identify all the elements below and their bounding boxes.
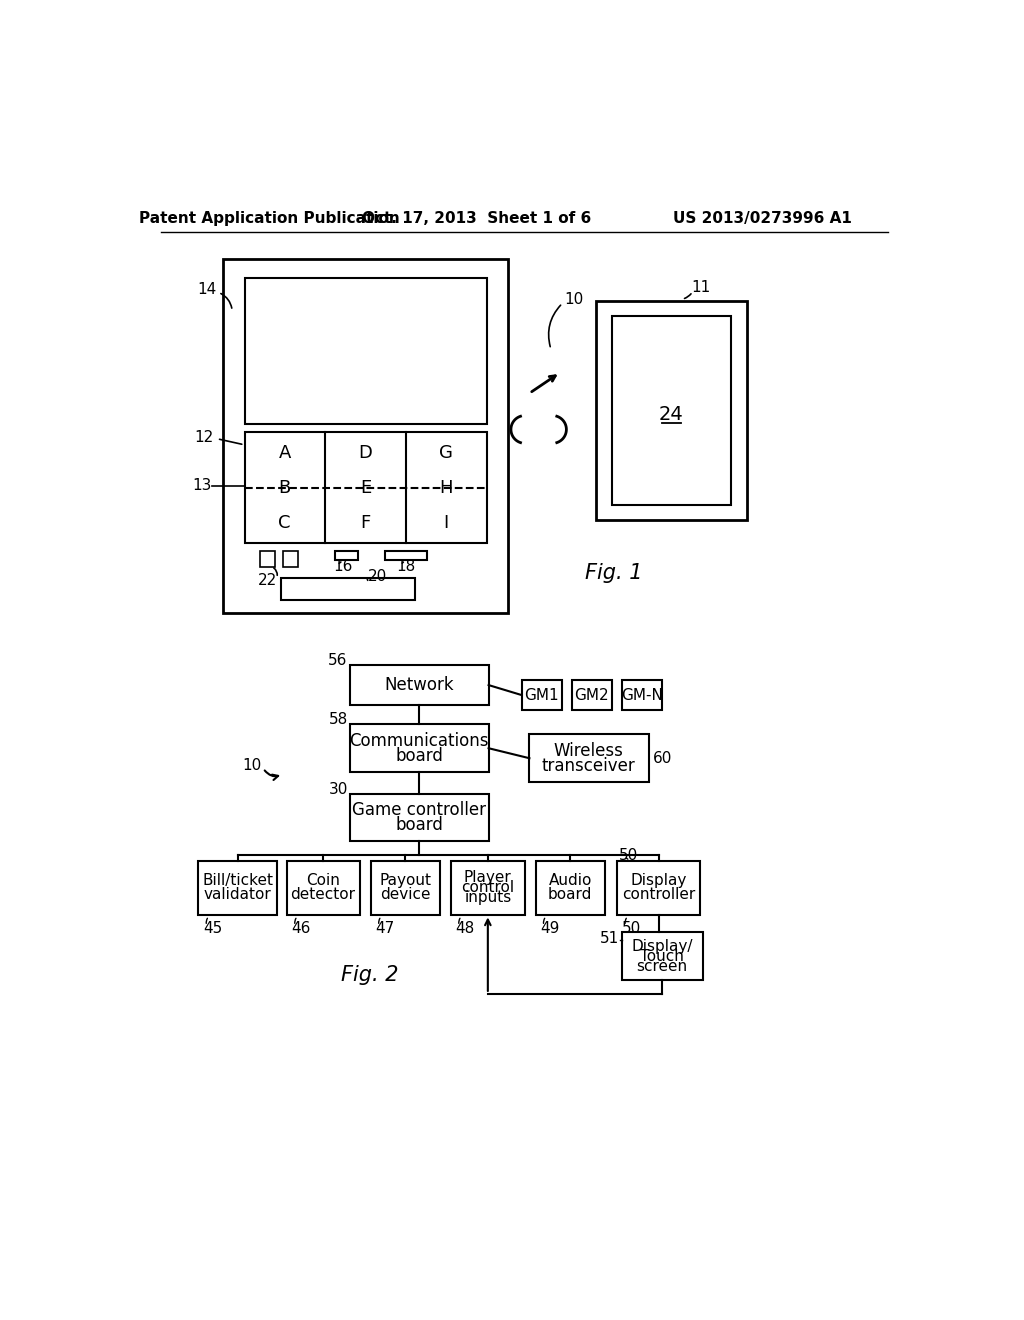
Text: GM-N: GM-N xyxy=(621,688,663,702)
Text: 51: 51 xyxy=(600,931,620,946)
Text: inputs: inputs xyxy=(464,890,511,906)
Text: Fig. 1: Fig. 1 xyxy=(585,562,642,582)
Text: 10: 10 xyxy=(564,292,584,306)
Text: detector: detector xyxy=(291,887,355,902)
Text: Coin: Coin xyxy=(306,873,340,888)
Bar xyxy=(622,681,662,710)
Text: Bill/ticket: Bill/ticket xyxy=(202,873,273,888)
Bar xyxy=(350,725,488,772)
Text: 30: 30 xyxy=(329,781,348,796)
Text: Oct. 17, 2013  Sheet 1 of 6: Oct. 17, 2013 Sheet 1 of 6 xyxy=(362,211,592,226)
Bar xyxy=(335,552,357,561)
Bar xyxy=(451,861,524,915)
Text: Player: Player xyxy=(464,870,512,886)
Bar xyxy=(617,861,700,915)
Text: 11: 11 xyxy=(691,280,711,296)
Bar xyxy=(611,317,731,506)
Text: 14: 14 xyxy=(198,281,217,297)
Bar xyxy=(283,552,298,566)
Text: Payout: Payout xyxy=(380,873,431,888)
Text: US 2013/0273996 A1: US 2013/0273996 A1 xyxy=(673,211,851,226)
Text: GM1: GM1 xyxy=(524,688,559,702)
Bar xyxy=(245,432,487,544)
Text: Audio: Audio xyxy=(549,873,592,888)
Text: G: G xyxy=(439,445,454,462)
Bar xyxy=(571,681,611,710)
Text: 50: 50 xyxy=(622,921,641,936)
Bar xyxy=(281,578,416,599)
Text: B: B xyxy=(279,479,291,496)
Text: 18: 18 xyxy=(396,558,416,574)
Text: transceiver: transceiver xyxy=(542,756,636,775)
Text: F: F xyxy=(360,513,371,532)
Bar xyxy=(287,861,360,915)
Text: 47: 47 xyxy=(376,921,394,936)
Text: A: A xyxy=(279,445,291,462)
Text: D: D xyxy=(358,445,373,462)
Bar xyxy=(385,552,427,561)
Text: H: H xyxy=(439,479,453,496)
Bar xyxy=(521,681,562,710)
Text: 58: 58 xyxy=(329,713,348,727)
Text: Fig. 2: Fig. 2 xyxy=(341,965,398,985)
Text: Display/: Display/ xyxy=(631,939,692,953)
Text: GM2: GM2 xyxy=(574,688,609,702)
Text: control: control xyxy=(461,880,514,895)
Text: 22: 22 xyxy=(258,573,276,587)
Bar xyxy=(536,861,605,915)
Text: Game controller: Game controller xyxy=(352,801,486,818)
Text: Wireless: Wireless xyxy=(554,742,624,759)
Text: 13: 13 xyxy=(193,478,211,494)
Text: E: E xyxy=(359,479,371,496)
Text: C: C xyxy=(279,513,291,532)
Bar xyxy=(223,259,508,612)
Text: 24: 24 xyxy=(658,405,683,424)
Text: Communications: Communications xyxy=(349,731,489,750)
Text: Patent Application Publication: Patent Application Publication xyxy=(139,211,399,226)
Text: 48: 48 xyxy=(456,921,475,936)
Text: device: device xyxy=(380,887,431,902)
Text: board: board xyxy=(395,816,443,834)
Text: board: board xyxy=(395,747,443,764)
Bar xyxy=(260,552,275,566)
Text: screen: screen xyxy=(636,958,687,974)
Text: 20: 20 xyxy=(368,569,387,583)
Bar xyxy=(529,734,649,781)
Text: 49: 49 xyxy=(541,921,559,936)
Bar xyxy=(596,301,746,520)
Text: 10: 10 xyxy=(243,758,261,772)
Text: 60: 60 xyxy=(652,751,672,766)
Text: controller: controller xyxy=(623,887,695,902)
Bar xyxy=(199,861,276,915)
Bar xyxy=(350,793,488,841)
Text: Display: Display xyxy=(631,873,687,888)
Bar xyxy=(622,932,702,979)
Text: validator: validator xyxy=(204,887,271,902)
Text: 12: 12 xyxy=(195,429,214,445)
Text: 50: 50 xyxy=(618,847,638,863)
Text: 45: 45 xyxy=(203,921,222,936)
Bar xyxy=(350,665,488,705)
Text: Touch: Touch xyxy=(640,949,684,964)
Bar xyxy=(371,861,440,915)
Text: 56: 56 xyxy=(329,653,348,668)
Text: I: I xyxy=(443,513,449,532)
Text: 16: 16 xyxy=(333,558,352,574)
Text: 46: 46 xyxy=(292,921,311,936)
Text: Network: Network xyxy=(384,676,454,694)
Text: board: board xyxy=(548,887,593,902)
Bar xyxy=(245,277,487,424)
